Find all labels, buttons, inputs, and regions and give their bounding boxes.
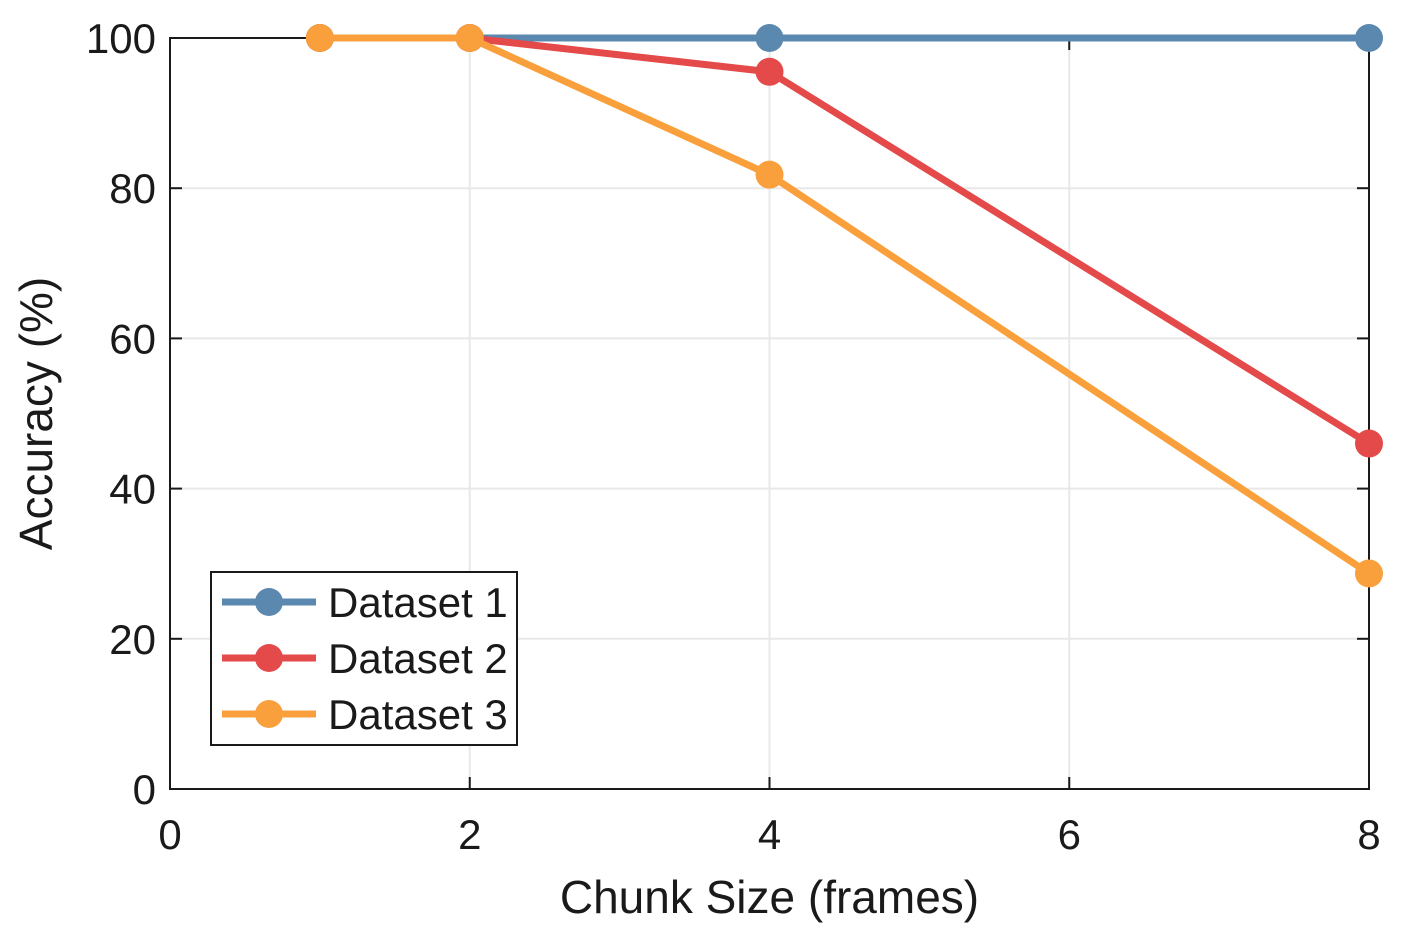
legend-marker (255, 700, 283, 728)
legend-layer: Dataset 1 Dataset 2 Dataset 3 (210, 571, 518, 746)
series-dataset-3 (305, 24, 1383, 588)
x-tick-label: 0 (158, 811, 181, 858)
legend-item: Dataset 3 (222, 691, 508, 738)
legend-label: Dataset 3 (328, 691, 508, 738)
y-axis-label: Accuracy (%) (10, 277, 62, 550)
y-tick-label: 40 (109, 466, 156, 513)
data-point-marker (1355, 24, 1383, 52)
data-point-marker (1355, 559, 1383, 588)
data-point-marker (1355, 429, 1383, 458)
legend-item: Dataset 1 (222, 579, 508, 626)
data-point-marker (755, 57, 784, 86)
y-tick-label: 20 (109, 616, 156, 663)
y-tick-label: 100 (86, 15, 156, 62)
legend-item: Dataset 2 (222, 635, 508, 682)
y-tick-label: 60 (109, 315, 156, 362)
y-tick-label: 0 (133, 766, 156, 813)
data-point-marker (755, 24, 784, 52)
legend-label: Dataset 1 (328, 579, 508, 626)
data-point-marker (755, 160, 784, 189)
legend-marker (255, 588, 283, 616)
series-layer (305, 24, 1383, 588)
legend-label: Dataset 2 (328, 635, 508, 682)
x-tick-label: 2 (458, 811, 481, 858)
data-point-marker (305, 24, 334, 52)
x-tick-label: 8 (1357, 811, 1380, 858)
series-line (319, 34, 1371, 577)
series-dataset-2 (305, 24, 1383, 458)
x-tick-label: 6 (1058, 811, 1081, 858)
series-line (319, 34, 1371, 447)
y-tick-label: 80 (109, 165, 156, 212)
x-axis-label: Chunk Size (frames) (560, 871, 979, 923)
legend-marker (255, 644, 283, 672)
data-point-marker (455, 24, 484, 52)
x-tick-label: 4 (758, 811, 781, 858)
